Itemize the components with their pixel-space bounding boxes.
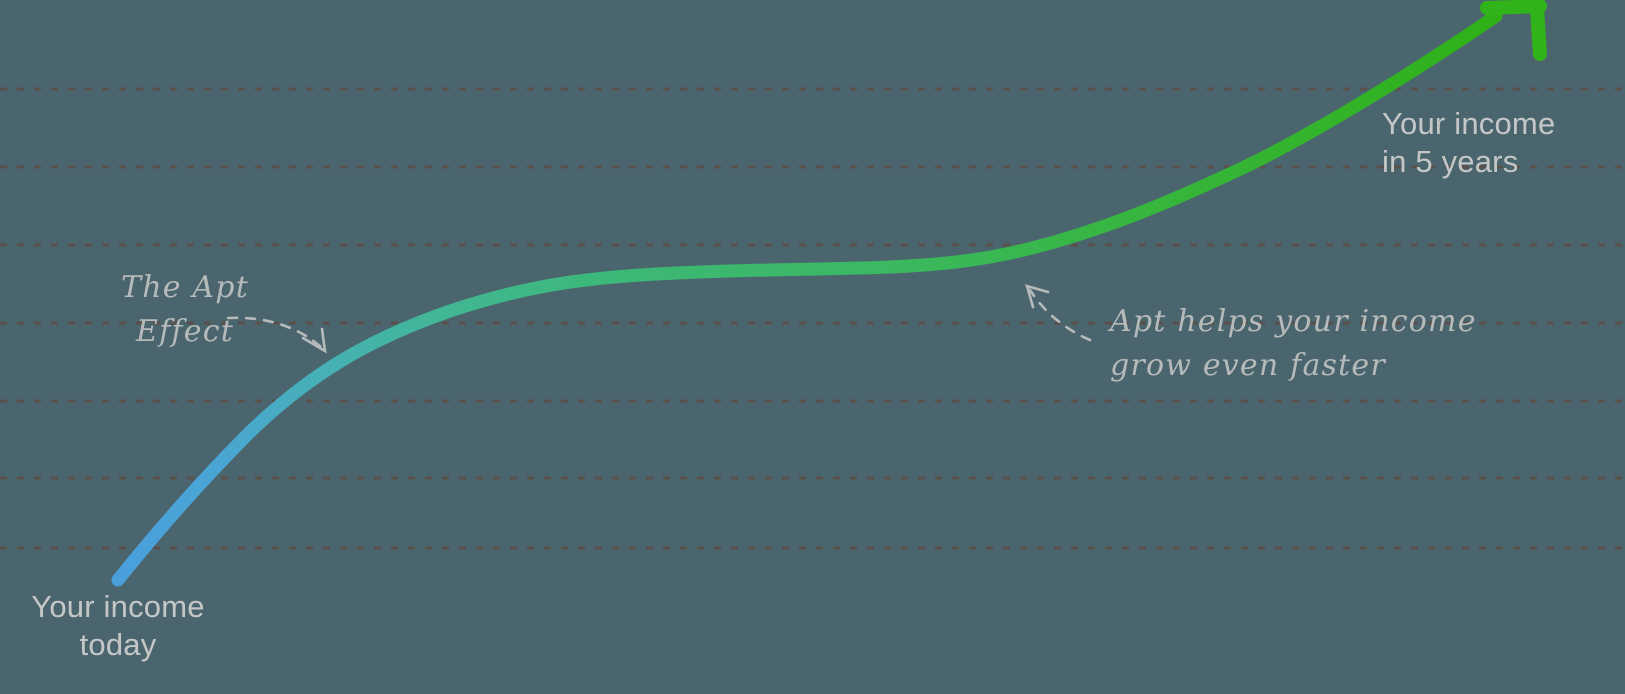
arrow-head-icon-stem xyxy=(1530,1,1547,61)
annotation-apt-helps: Apt helps your income grow even faster xyxy=(1110,304,1477,383)
apt-helps-pointer-arrow xyxy=(1028,288,1092,342)
apt-effect-pointer-arrow xyxy=(226,316,324,350)
apt-effect-arrow-head-icon xyxy=(301,327,327,354)
label-income-in-5-years: Your income in 5 years xyxy=(1382,106,1556,179)
apt-helps-arrow-head-icon xyxy=(1025,284,1050,309)
annotation-apt-effect: The Apt Effect xyxy=(121,270,249,349)
income-growth-curve xyxy=(111,9,1503,587)
label-income-today: Your income today xyxy=(31,589,205,662)
